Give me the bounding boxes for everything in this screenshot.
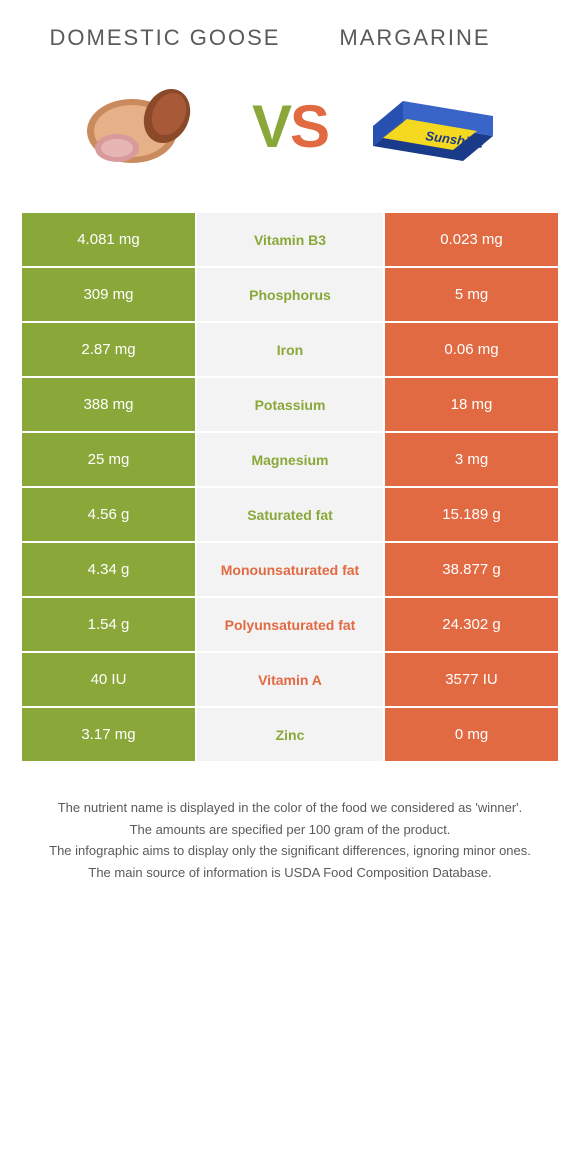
nutrient-row: 2.87 mgIron0.06 mg bbox=[21, 322, 559, 377]
vs-s-letter: S bbox=[290, 93, 328, 160]
nutrient-name: Zinc bbox=[196, 707, 384, 762]
nutrient-name: Saturated fat bbox=[196, 487, 384, 542]
left-value: 388 mg bbox=[21, 377, 196, 432]
right-value: 5 mg bbox=[384, 267, 559, 322]
goose-image bbox=[72, 71, 232, 181]
nutrient-row: 4.081 mgVitamin B30.023 mg bbox=[21, 212, 559, 267]
nutrient-row: 25 mgMagnesium3 mg bbox=[21, 432, 559, 487]
vs-v-letter: V bbox=[252, 93, 290, 160]
nutrient-row: 1.54 gPolyunsaturated fat24.302 g bbox=[21, 597, 559, 652]
right-value: 3577 IU bbox=[384, 652, 559, 707]
left-value: 2.87 mg bbox=[21, 322, 196, 377]
left-value: 40 IU bbox=[21, 652, 196, 707]
nutrient-name: Magnesium bbox=[196, 432, 384, 487]
footer-notes: The nutrient name is displayed in the co… bbox=[0, 763, 580, 894]
right-value: 0.023 mg bbox=[384, 212, 559, 267]
nutrient-name: Iron bbox=[196, 322, 384, 377]
infographic-container: Domestic goose Margarine VS Sunshine bbox=[0, 0, 580, 924]
right-value: 0.06 mg bbox=[384, 322, 559, 377]
left-value: 4.081 mg bbox=[21, 212, 196, 267]
right-value: 24.302 g bbox=[384, 597, 559, 652]
nutrient-name: Polyunsaturated fat bbox=[196, 597, 384, 652]
right-value: 3 mg bbox=[384, 432, 559, 487]
right-value: 18 mg bbox=[384, 377, 559, 432]
right-food-title: Margarine bbox=[290, 25, 540, 51]
vs-label: VS bbox=[252, 92, 328, 161]
right-value: 38.877 g bbox=[384, 542, 559, 597]
footer-line-3: The infographic aims to display only the… bbox=[40, 841, 540, 861]
left-value: 3.17 mg bbox=[21, 707, 196, 762]
footer-line-4: The main source of information is USDA F… bbox=[40, 863, 540, 883]
nutrient-name: Phosphorus bbox=[196, 267, 384, 322]
left-food-title: Domestic goose bbox=[40, 25, 290, 51]
margarine-image: Sunshine bbox=[348, 71, 508, 181]
nutrient-name: Vitamin B3 bbox=[196, 212, 384, 267]
left-value: 4.34 g bbox=[21, 542, 196, 597]
goose-icon bbox=[77, 76, 227, 176]
footer-line-2: The amounts are specified per 100 gram o… bbox=[40, 820, 540, 840]
left-value: 1.54 g bbox=[21, 597, 196, 652]
nutrient-row: 388 mgPotassium18 mg bbox=[21, 377, 559, 432]
nutrient-table: 4.081 mgVitamin B30.023 mg309 mgPhosphor… bbox=[20, 211, 560, 763]
left-value: 25 mg bbox=[21, 432, 196, 487]
vs-row: VS Sunshine bbox=[0, 61, 580, 211]
nutrient-name: Vitamin A bbox=[196, 652, 384, 707]
nutrient-name: Potassium bbox=[196, 377, 384, 432]
nutrient-row: 309 mgPhosphorus5 mg bbox=[21, 267, 559, 322]
margarine-icon: Sunshine bbox=[353, 76, 503, 176]
left-value: 309 mg bbox=[21, 267, 196, 322]
left-value: 4.56 g bbox=[21, 487, 196, 542]
nutrient-row: 40 IUVitamin A3577 IU bbox=[21, 652, 559, 707]
footer-line-1: The nutrient name is displayed in the co… bbox=[40, 798, 540, 818]
nutrient-row: 3.17 mgZinc0 mg bbox=[21, 707, 559, 762]
nutrient-row: 4.34 gMonounsaturated fat38.877 g bbox=[21, 542, 559, 597]
nutrient-name: Monounsaturated fat bbox=[196, 542, 384, 597]
nutrient-row: 4.56 gSaturated fat15.189 g bbox=[21, 487, 559, 542]
right-value: 0 mg bbox=[384, 707, 559, 762]
right-value: 15.189 g bbox=[384, 487, 559, 542]
header: Domestic goose Margarine bbox=[0, 0, 580, 61]
